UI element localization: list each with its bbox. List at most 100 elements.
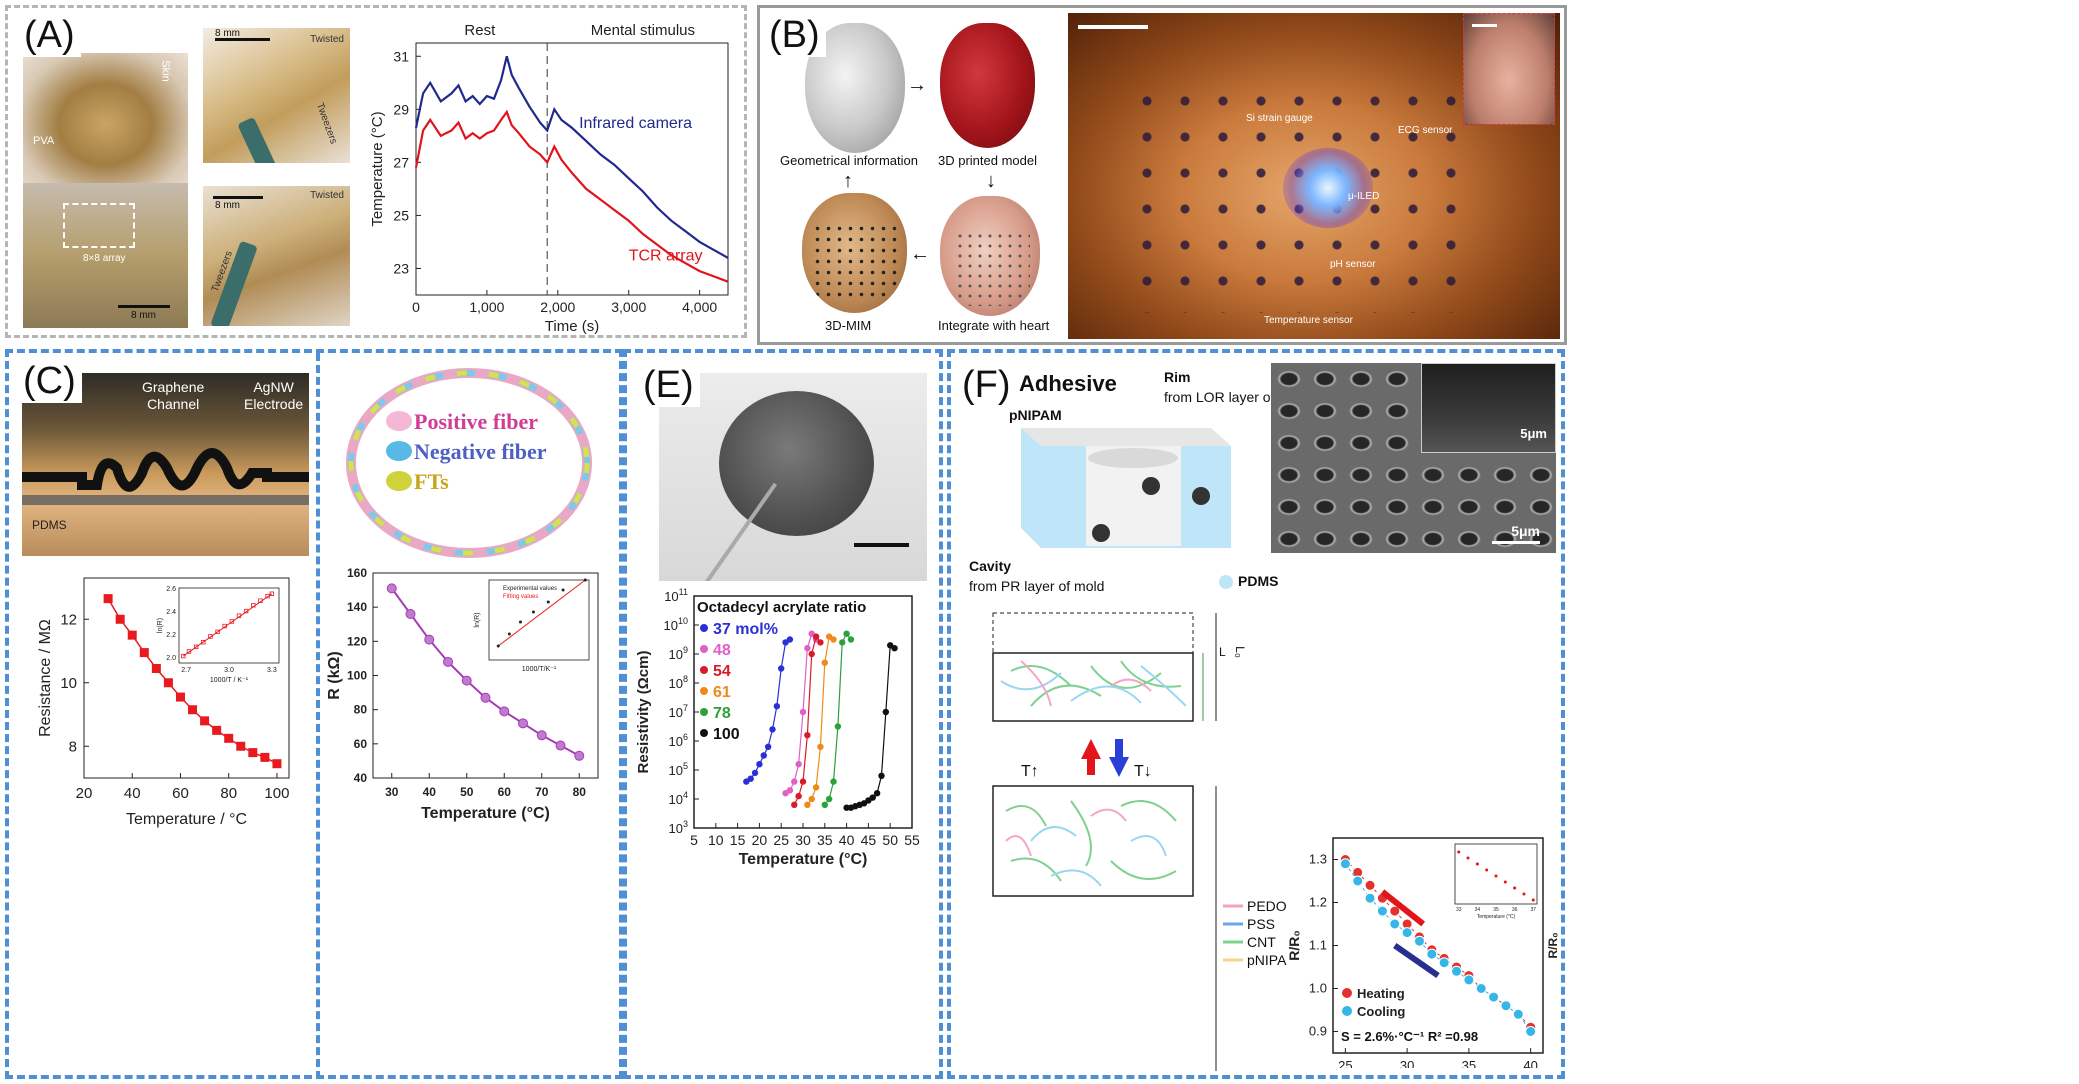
- series-label-infrared: Infrared camera: [579, 115, 692, 132]
- inset-x-label: Temperature (°C): [1477, 914, 1516, 920]
- x-tick-label: 0: [412, 299, 420, 315]
- y-tick-label: 0.9: [1309, 1024, 1327, 1039]
- data-point: [830, 778, 837, 785]
- data-point: [778, 665, 785, 672]
- x-tick-label: 3,000: [611, 299, 646, 315]
- x-tick-label: 50: [882, 832, 898, 848]
- inset-data-point: [269, 591, 275, 596]
- chart-title: Octadecyl acrylate ratio: [697, 599, 866, 616]
- data-point: [188, 705, 198, 715]
- data-point: [825, 795, 833, 803]
- film-photo: [659, 373, 927, 581]
- data-point: [163, 678, 173, 688]
- film-disc: [719, 391, 874, 536]
- data-point: [817, 639, 824, 646]
- label-cavity-sub: from PR layer of mold: [969, 578, 1105, 594]
- panel-b: (B) → Geometrical information 3D printed…: [757, 5, 1567, 345]
- scale-bar: [854, 543, 909, 547]
- series-line-infrared: [414, 56, 729, 259]
- data-point: [260, 752, 270, 762]
- step-geometrical: Geometrical information: [780, 153, 918, 168]
- tweezer-shape: [237, 116, 277, 163]
- label-twisted: Twisted: [310, 34, 344, 45]
- data-point: [1463, 974, 1475, 986]
- panel-a: (A) Skin PVA 8 mm Twisted Tweezers 8×8 a…: [5, 5, 747, 338]
- inset-data-point: [1522, 892, 1526, 896]
- x-tick-label: 60: [498, 785, 512, 799]
- x-tick-label: 20: [76, 785, 93, 802]
- x-axis-label: Temperature / °C: [126, 811, 247, 828]
- inset-data-point: [1531, 898, 1535, 902]
- sem-inset-scale: 5μm: [1520, 426, 1547, 441]
- inset-data-point: [1494, 874, 1498, 878]
- data-point: [830, 636, 837, 643]
- legend-label: 61: [713, 684, 731, 701]
- label-adhesive: Adhesive: [1019, 371, 1117, 396]
- label-t-up: T↑: [1021, 763, 1039, 780]
- x-tick-label: 25: [1338, 1058, 1352, 1068]
- mold-diagram: [1021, 428, 1231, 548]
- inset-data-point: [265, 593, 270, 599]
- data-point: [847, 636, 855, 643]
- y-tick-label: 29: [393, 101, 409, 117]
- data-point: [1364, 892, 1376, 904]
- series-line: [824, 632, 852, 806]
- plot-frame: [415, 42, 729, 296]
- arrow-down: ↓: [986, 170, 996, 192]
- inset-data-point: [1485, 868, 1489, 872]
- data-point: [795, 761, 802, 768]
- x-tick-label: 30: [385, 785, 399, 799]
- legend-marker: [700, 708, 708, 716]
- photo-twisted-1: 8 mm Twisted Tweezers: [203, 28, 350, 163]
- data-point: [804, 732, 811, 739]
- x-tick-label: 40: [423, 785, 437, 799]
- series-label-tcr: TCR array: [629, 248, 703, 265]
- data-point: [1413, 935, 1425, 947]
- right-axis-label: R/R₀: [1546, 932, 1560, 958]
- inset-x-tick-label: 2.7: [181, 667, 191, 674]
- data-point: [812, 633, 820, 640]
- y-tick-label: 27: [393, 154, 409, 170]
- x-axis-label: Time (s): [545, 318, 599, 335]
- y-axis-label: Temperature (°C): [369, 111, 386, 226]
- data-point: [882, 708, 890, 716]
- y-tick-label: 108: [669, 674, 688, 691]
- data-point: [212, 725, 222, 735]
- legend-fts: FTs: [414, 469, 449, 494]
- y-tick-label: 103: [669, 819, 688, 836]
- x-tick-label: 1,000: [469, 299, 504, 315]
- data-point: [817, 743, 824, 750]
- data-point: [769, 726, 776, 733]
- graphene-device-photo: Graphene Channel AgNW Electrode PDMS: [22, 373, 309, 556]
- panel-label-b: (B): [763, 13, 826, 57]
- data-point: [115, 614, 125, 624]
- arrow-up: ↑: [843, 170, 853, 192]
- data-point: [386, 583, 397, 594]
- y-tick-label: 23: [393, 260, 409, 276]
- inset-x-tick-label: 33: [1456, 907, 1462, 913]
- label-array: 8×8 array: [83, 253, 126, 264]
- chart-e: 5 10 15 20 25 30 35 40 45 50 55 103 104 105 106 107 108 1…: [635, 587, 920, 868]
- panel-f: (F) Adhesive pNIPAM Rim from LOR layer o…: [947, 349, 1565, 1079]
- legend-label: 37 mol%: [713, 621, 778, 638]
- data-point: [175, 692, 185, 702]
- y-tick-label: 1.1: [1309, 938, 1327, 953]
- inset-data-point: [215, 629, 220, 635]
- data-point: [1475, 983, 1487, 994]
- data-point: [1451, 965, 1463, 977]
- inset-x-tick-label: 37: [1530, 907, 1536, 913]
- data-point: [821, 659, 828, 666]
- data-point: [555, 740, 566, 751]
- label-pdms: PDMS: [32, 518, 67, 532]
- x-tick-label: 45: [861, 832, 877, 848]
- scale-bar: [1492, 541, 1540, 544]
- y-tick-label: 107: [669, 703, 688, 720]
- pdms-dot: [1219, 575, 1233, 589]
- x-tick-label: 55: [904, 832, 920, 848]
- chart-d: 30 40 50 60 70 80 40 60 80 100 120 140 160 Temperatur…: [326, 566, 599, 822]
- mechanism-diagram: [992, 612, 1243, 1071]
- legend-label: 48: [713, 642, 731, 659]
- series-line: [846, 644, 895, 809]
- data-point: [236, 741, 246, 751]
- y-tick-label: 100: [347, 669, 367, 683]
